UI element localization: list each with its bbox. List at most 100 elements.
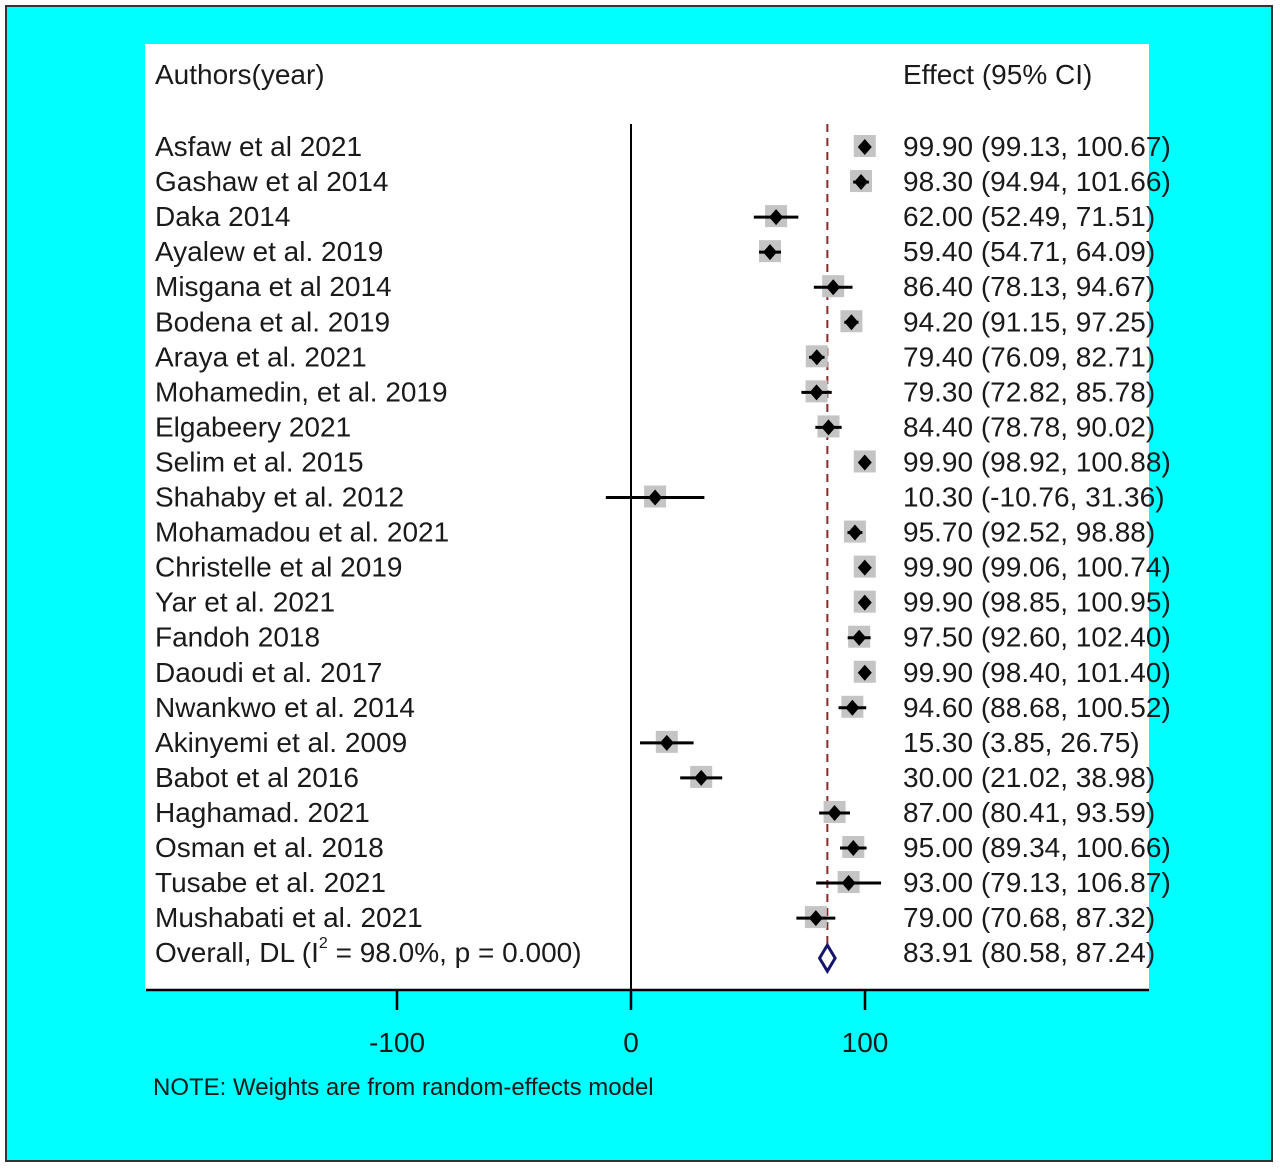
study-row: Mohamedin, et al. 2019 79.30 (72.82, 85.7… — [155, 376, 1155, 407]
study-effect-ci: 99.90 (99.06, 100.74) — [903, 552, 1171, 583]
study-row: Mushabati et al. 2021 79.00 (70.68, 87.32… — [155, 902, 1155, 933]
study-row: Ayalew et al. 2019 59.40 (54.71, 64.09) — [155, 236, 1155, 267]
study-label: Shahaby et al. 2012 — [155, 482, 404, 513]
study-effect-ci: 99.90 (98.40, 101.40) — [903, 657, 1171, 688]
study-effect-ci: 95.00 (89.34, 100.66) — [903, 832, 1171, 863]
point-estimate — [846, 840, 861, 856]
point-estimate — [809, 349, 824, 366]
study-row: Gashaw et al 2014 98.30 (94.94, 101.66) — [155, 166, 1171, 197]
overall-row: Overall, DL (I2 = 98.0%, p = 0.000) 83.91… — [155, 935, 1155, 975]
study-row: Nwankwo et al. 2014 94.60 (88.68, 100.52) — [155, 692, 1171, 723]
study-label: Misgana et al 2014 — [155, 271, 392, 302]
study-row: Daka 2014 62.00 (52.49, 71.51) — [155, 201, 1155, 232]
study-effect-ci: 15.30 (3.85, 26.75) — [903, 727, 1140, 758]
point-estimate — [847, 524, 862, 541]
x-tick-label: -100 — [369, 1027, 425, 1058]
study-effect-ci: 84.40 (78.78, 90.02) — [903, 411, 1155, 442]
study-effect-ci: 99.90 (99.13, 100.67) — [903, 131, 1171, 162]
study-effect-ci: 95.70 (92.52, 98.88) — [903, 517, 1155, 548]
point-estimate — [826, 279, 841, 296]
study-effect-ci: 79.00 (70.68, 87.32) — [903, 902, 1155, 933]
study-effect-ci: 86.40 (78.13, 94.67) — [903, 271, 1155, 302]
study-label: Mushabati et al. 2021 — [155, 902, 423, 933]
study-label: Asfaw et al 2021 — [155, 131, 362, 162]
study-row: Babot et al 2016 30.00 (21.02, 38.98) — [155, 762, 1155, 793]
study-row: Daoudi et al. 2017 99.90 (98.40, 101.40) — [155, 657, 1171, 688]
point-estimate — [808, 910, 823, 927]
study-effect-ci: 99.90 (98.85, 100.95) — [903, 587, 1171, 618]
study-row: Christelle et al 2019 99.90 (99.06, 100.7… — [155, 552, 1171, 583]
study-row: Mohamadou et al. 2021 95.70 (92.52, 98.88… — [155, 517, 1155, 548]
study-row: Araya et al. 2021 79.40 (76.09, 82.71) — [155, 341, 1155, 372]
point-estimate — [769, 209, 784, 226]
point-estimate — [857, 664, 872, 681]
x-tick-label: 100 — [842, 1027, 889, 1058]
study-row: Shahaby et al. 2012 10.30 (-10.76, 31.36) — [155, 482, 1165, 513]
x-tick-label: 0 — [623, 1027, 639, 1058]
study-effect-ci: 30.00 (21.02, 38.98) — [903, 762, 1155, 793]
study-label: Gashaw et al 2014 — [155, 166, 389, 197]
study-row: Bodena et al. 2019 94.20 (91.15, 97.25) — [155, 306, 1155, 337]
study-label: Araya et al. 2021 — [155, 341, 367, 372]
study-row: Elgabeery 2021 84.40 (78.78, 90.02) — [155, 411, 1155, 442]
point-estimate — [857, 454, 872, 471]
point-estimate — [648, 489, 663, 506]
study-effect-ci: 62.00 (52.49, 71.51) — [903, 201, 1155, 232]
study-label: Fandoh 2018 — [155, 622, 320, 653]
point-estimate — [857, 594, 872, 611]
point-estimate — [852, 629, 867, 646]
study-label: Haghamad. 2021 — [155, 797, 370, 828]
study-label: Yar et al. 2021 — [155, 587, 335, 618]
study-rows: Asfaw et al 2021 99.90 (99.13, 100.67) Gas… — [155, 124, 1171, 990]
study-effect-ci: 87.00 (80.41, 93.59) — [903, 797, 1155, 828]
study-label: Daka 2014 — [155, 201, 290, 232]
study-effect-ci: 99.90 (98.92, 100.88) — [903, 446, 1171, 477]
study-row: Tusabe et al. 2021 93.00 (79.13, 106.87) — [155, 867, 1171, 898]
footnote: NOTE: Weights are from random-effects mo… — [153, 1074, 654, 1101]
study-effect-ci: 10.30 (-10.76, 31.36) — [903, 482, 1165, 513]
point-estimate — [762, 244, 777, 261]
study-label: Akinyemi et al. 2009 — [155, 727, 407, 758]
study-effect-ci: 94.20 (91.15, 97.25) — [903, 306, 1155, 337]
point-estimate — [694, 769, 709, 786]
x-axis: -100 0 100 — [146, 988, 1149, 1058]
point-estimate — [857, 139, 872, 155]
study-effect-ci: 97.50 (92.60, 102.40) — [903, 622, 1171, 653]
plot-panel — [145, 44, 1149, 990]
study-effect-ci: 59.40 (54.71, 64.09) — [903, 236, 1155, 267]
point-estimate — [821, 419, 836, 436]
point-estimate — [809, 384, 824, 401]
study-label: Elgabeery 2021 — [155, 411, 351, 442]
study-row: Misgana et al 2014 86.40 (78.13, 94.67) — [155, 271, 1155, 302]
point-estimate — [659, 734, 674, 751]
study-row: Fandoh 2018 97.50 (92.60, 102.40) — [155, 622, 1171, 653]
overall-effect-ci: 83.91 (80.58, 87.24) — [903, 937, 1155, 968]
study-row: Yar et al. 2021 99.90 (98.85, 100.95) — [155, 587, 1171, 618]
study-effect-ci: 79.30 (72.82, 85.78) — [903, 376, 1155, 407]
study-row: Haghamad. 2021 87.00 (80.41, 93.59) — [155, 797, 1155, 828]
study-label: Selim et al. 2015 — [155, 446, 364, 477]
study-effect-ci: 94.60 (88.68, 100.52) — [903, 692, 1171, 723]
study-effect-ci: 93.00 (79.13, 106.87) — [903, 867, 1171, 898]
point-estimate — [857, 559, 872, 576]
study-label: Babot et al 2016 — [155, 762, 359, 793]
study-label: Mohamedin, et al. 2019 — [155, 376, 448, 407]
header-authors: Authors(year) — [155, 59, 325, 90]
study-row: Akinyemi et al. 2009 15.30 (3.85, 26.75) — [155, 727, 1140, 758]
study-label: Mohamadou et al. 2021 — [155, 517, 449, 548]
header-effect: Effect (95% CI) — [903, 59, 1092, 90]
study-label: Ayalew et al. 2019 — [155, 236, 383, 267]
overall-diamond — [817, 942, 837, 975]
point-estimate — [841, 875, 856, 892]
study-label: Bodena et al. 2019 — [155, 306, 390, 337]
study-effect-ci: 98.30 (94.94, 101.66) — [903, 166, 1171, 197]
study-label: Christelle et al 2019 — [155, 552, 402, 583]
point-estimate — [844, 314, 859, 331]
point-estimate — [827, 804, 842, 821]
study-label: Daoudi et al. 2017 — [155, 657, 382, 688]
point-estimate — [845, 699, 860, 716]
study-row: Asfaw et al 2021 99.90 (99.13, 100.67) — [155, 131, 1171, 162]
study-effect-ci: 79.40 (76.09, 82.71) — [903, 341, 1155, 372]
study-label: Nwankwo et al. 2014 — [155, 692, 415, 723]
